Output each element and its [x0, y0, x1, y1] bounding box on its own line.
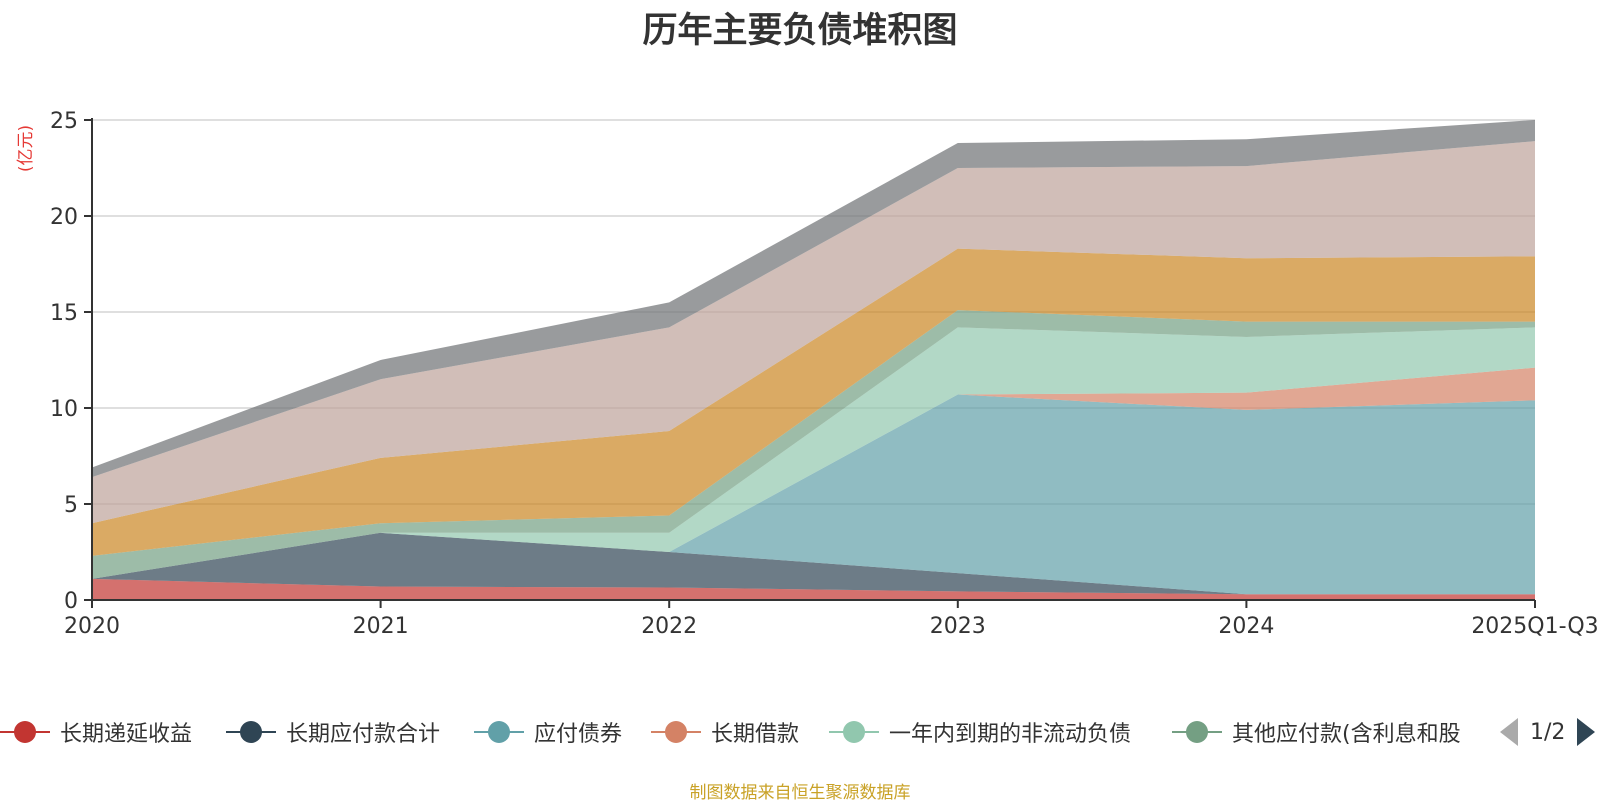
legend-marker-icon — [0, 719, 50, 745]
x-tick-label: 2024 — [1218, 614, 1274, 639]
legend-item[interactable]: 应付债券 — [474, 712, 622, 752]
legend-label: 长期借款 — [711, 722, 800, 747]
legend-next-page-icon[interactable] — [1577, 718, 1596, 746]
y-tick-label: 25 — [50, 109, 78, 134]
legend-item[interactable]: 长期借款 — [651, 712, 799, 752]
area-series-4 — [92, 327, 1535, 579]
y-tick-label: 0 — [64, 589, 78, 614]
y-tick-label: 20 — [50, 205, 78, 230]
legend: 长期递延收益 长期应付款合计 应付债券 长期借款 一年内到期的非流动负债 其他应付款(含利… — [0, 712, 1600, 752]
legend-label: 长期应付款合计 — [286, 722, 441, 747]
legend-marker-icon — [474, 719, 524, 745]
x-tick-label: 2020 — [64, 614, 120, 639]
y-tick-label: 5 — [64, 493, 78, 518]
legend-pager: 1/2 — [1500, 712, 1596, 752]
legend-item[interactable]: 长期递延收益 — [0, 712, 192, 752]
stacked-area-chart: 0 5 10 15 20 25 2020 2021 2022 2023 2024 2025Q1-Q3 — [50, 109, 1599, 639]
legend-label: 长期递延收益 — [60, 722, 193, 747]
legend-label: 一年内到期的非流动负债 — [889, 722, 1132, 747]
area-series-5 — [92, 310, 1535, 579]
legend-label: 应付债券 — [534, 722, 623, 747]
area-series-1 — [92, 532, 1535, 595]
legend-item[interactable]: 其他应付款(含利息和股 — [1172, 712, 1461, 752]
x-tick-label: 2021 — [353, 614, 409, 639]
x-tick-label: 2022 — [641, 614, 697, 639]
x-tick-label: 2025Q1-Q3 — [1471, 614, 1598, 639]
area-series-3 — [92, 367, 1535, 579]
area-series-6 — [92, 248, 1535, 556]
legend-marker-icon — [1172, 719, 1222, 745]
legend-marker-icon — [829, 719, 879, 745]
y-tick-label: 10 — [50, 397, 78, 422]
legend-label: 其他应付款(含利息和股 — [1232, 722, 1461, 747]
y-tick-label: 15 — [50, 301, 78, 326]
area-series-2 — [92, 394, 1535, 595]
x-tick-label: 2023 — [930, 614, 986, 639]
legend-prev-page-icon[interactable] — [1500, 718, 1518, 746]
legend-item[interactable]: 一年内到期的非流动负债 — [829, 712, 1131, 752]
legend-page-indicator: 1/2 — [1530, 719, 1566, 745]
data-source-note: 制图数据来自恒生聚源数据库 — [689, 783, 911, 803]
legend-marker-icon — [651, 719, 701, 745]
area-series-7 — [92, 141, 1535, 524]
chart-title: 历年主要负债堆积图 — [642, 11, 958, 51]
legend-marker-icon — [226, 719, 276, 745]
legend-item[interactable]: 长期应付款合计 — [226, 712, 440, 752]
